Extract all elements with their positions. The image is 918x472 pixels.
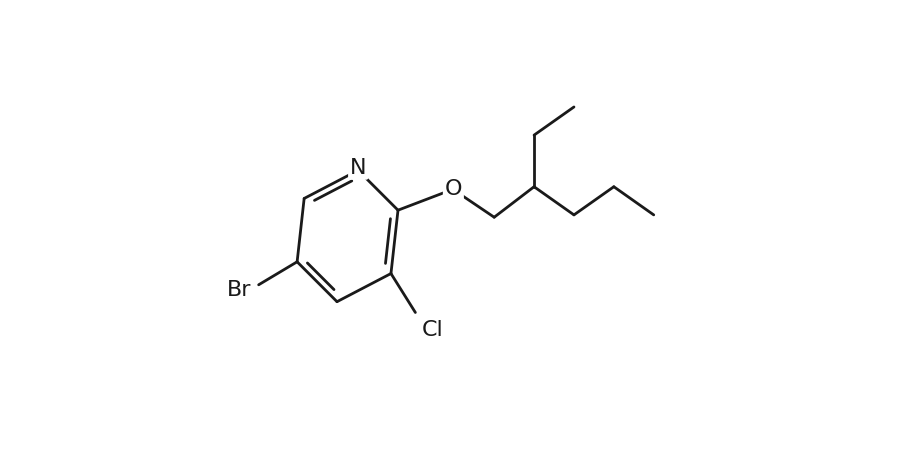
Text: O: O <box>444 179 462 199</box>
Text: Br: Br <box>227 280 252 300</box>
Text: N: N <box>350 158 366 178</box>
Text: Cl: Cl <box>421 320 443 340</box>
